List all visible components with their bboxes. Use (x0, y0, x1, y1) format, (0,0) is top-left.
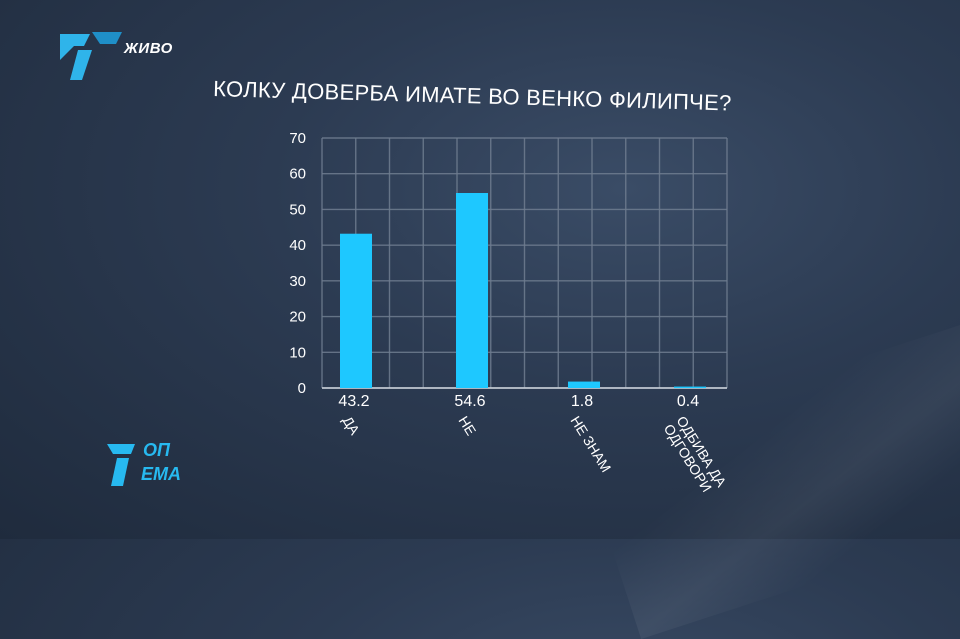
category-label-3: НЕ ЗНАМ (567, 413, 614, 475)
category-label-text: ДА (339, 413, 363, 438)
live-label: ЖИВО (124, 40, 173, 57)
data-label: 54.6 (454, 393, 485, 410)
bar-2 (456, 193, 488, 388)
data-label: 43.2 (338, 393, 369, 410)
y-tick-label: 20 (289, 309, 306, 326)
bar-1 (340, 233, 372, 388)
y-tick-label: 0 (298, 380, 306, 397)
bar-4 (674, 386, 706, 389)
y-tick-label: 30 (289, 273, 306, 290)
y-tick-label: 70 (289, 130, 306, 147)
show-logo-line2: ЕМА (141, 464, 181, 484)
chart-title-wrap: КОЛКУ ДОВЕРБА ИМАТЕ ВО ВЕНКО ФИЛИПЧЕ? (213, 74, 773, 115)
show-logo-line1: ОП (143, 440, 170, 460)
category-label-text: НЕ ЗНАМ (567, 413, 614, 475)
channel-logo-icon (60, 32, 122, 80)
y-tick-label: 10 (289, 344, 306, 361)
category-label-1: ДА (339, 413, 363, 438)
y-tick-label: 40 (289, 237, 306, 254)
data-label: 0.4 (677, 393, 699, 410)
bar-chart: 0 10 20 30 40 50 60 70 43.2 54.6 1.8 0.4 ДА НЕ НЕ ЗНАМ… (289, 130, 730, 495)
show-logo-icon (107, 444, 135, 486)
show-logo: ОП ЕМА (103, 440, 193, 492)
bar-3 (568, 381, 600, 388)
category-label-2: НЕ (455, 413, 479, 438)
y-tick-label: 60 (289, 166, 306, 183)
y-tick-label: 50 (289, 201, 306, 218)
category-label-text: НЕ (455, 413, 479, 438)
data-label: 1.8 (571, 393, 593, 410)
